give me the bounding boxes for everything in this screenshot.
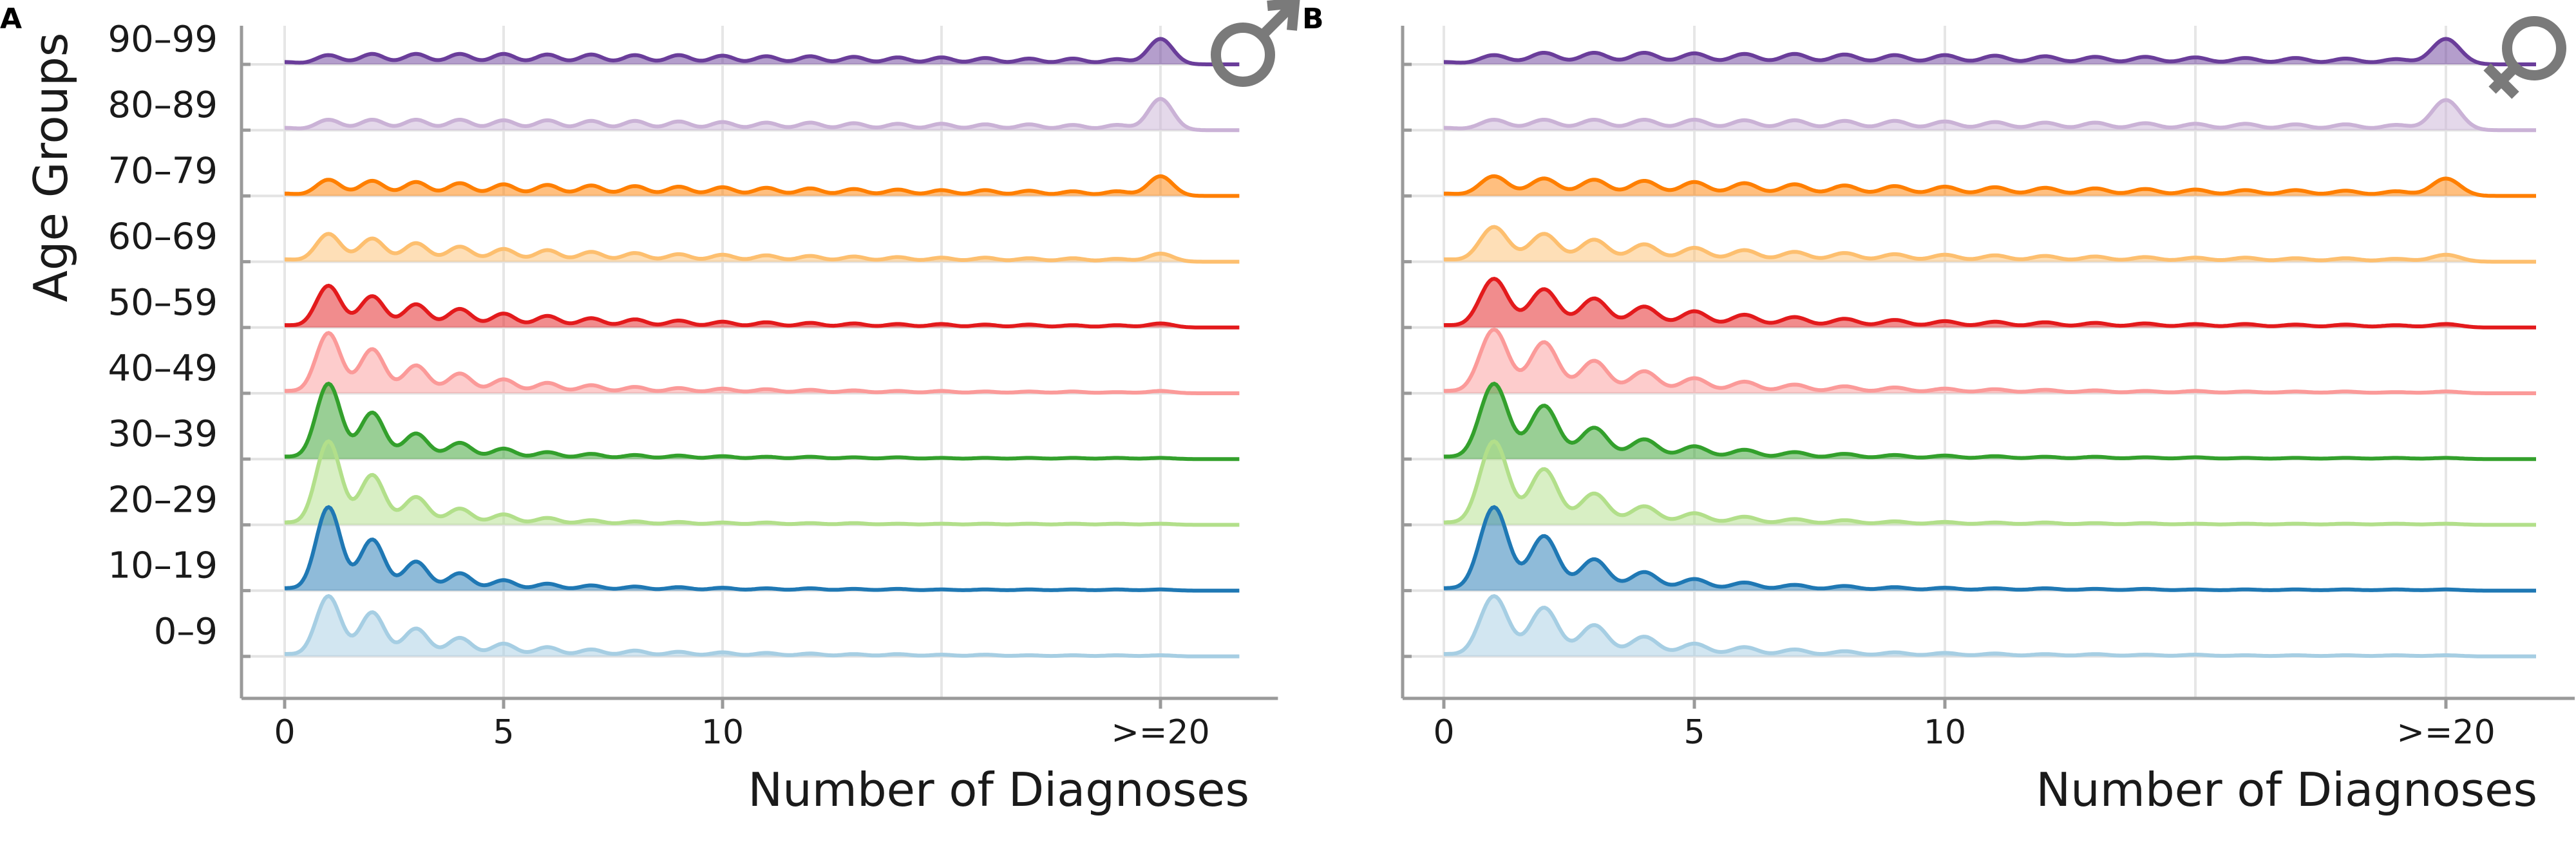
ridge-0–9	[285, 593, 1240, 658]
ridge-line	[1444, 327, 2536, 395]
ridge-area	[285, 441, 1240, 525]
ridge-70–79	[1443, 174, 2536, 198]
x-ticks: 0 5 10 >=20	[1433, 698, 2496, 752]
x-tick-label: 10	[1924, 713, 1966, 752]
age-group-label: 0–9	[154, 611, 218, 653]
ridge-area	[285, 285, 1240, 328]
ridge-line	[285, 593, 1240, 658]
panel-letter: B	[1302, 3, 1324, 35]
ridge-50–59	[1443, 277, 2536, 330]
ridge-10–19	[284, 505, 1240, 593]
ridge-line	[285, 97, 1240, 133]
ridge-20–29	[1443, 439, 2536, 527]
x-tick-label: 0	[1433, 713, 1454, 752]
ridge-60–69	[1444, 225, 2536, 264]
ridge-50–59	[285, 283, 1240, 330]
ridge-0–9	[1444, 593, 2536, 658]
ridge-area	[285, 98, 1240, 131]
axes	[1401, 26, 2575, 700]
x-tick-label: 5	[1683, 713, 1705, 752]
x-tick-label: >=20	[1111, 713, 1209, 752]
ridge-area	[285, 333, 1240, 393]
ridge-area	[1444, 384, 2536, 460]
ridge-line	[285, 232, 1240, 264]
ridge-area	[1444, 279, 2536, 328]
ridge-line	[1444, 225, 2536, 264]
ridge-line	[1444, 37, 2536, 66]
ridge-70–79	[285, 174, 1240, 198]
ridge-area	[1444, 441, 2536, 525]
ridge-10–19	[1443, 505, 2536, 593]
ridge-area	[285, 39, 1240, 64]
ridge-area	[1444, 227, 2536, 262]
ridge-line	[1444, 593, 2536, 658]
x-tick-label: 0	[274, 713, 295, 752]
ridge-90–99	[285, 37, 1240, 66]
axes	[240, 26, 1278, 700]
ridge-line	[284, 381, 1240, 462]
ridges	[284, 37, 1240, 658]
x-tick-label: >=20	[2396, 713, 2495, 752]
row-baselines	[242, 63, 1240, 658]
ridge-line	[1443, 277, 2536, 330]
ridge-area	[285, 384, 1240, 460]
x-tick-label: 10	[701, 713, 744, 752]
age-group-label: 10–19	[108, 545, 218, 587]
ridge-area	[1444, 329, 2536, 393]
panel-male: A Age Groups 90–99 80–89 70–79 60–69 50–59 40…	[0, 0, 1300, 817]
age-group-label: 80–89	[108, 84, 218, 126]
ridge-area	[285, 176, 1240, 196]
age-group-label: 70–79	[108, 150, 218, 192]
x-ticks: 0 5 10 >=20	[274, 698, 1210, 752]
age-group-label: 20–29	[108, 479, 218, 521]
ridge-area	[285, 507, 1240, 591]
row-baselines	[1403, 63, 2537, 658]
ridge-line	[1443, 174, 2536, 198]
age-group-label: 90–99	[108, 19, 218, 61]
ridge-40–49	[1444, 327, 2536, 395]
y-axis-title: Age Groups	[24, 33, 78, 303]
x-axis-title: Number of Diagnoses	[748, 763, 1249, 817]
ridge-line	[285, 283, 1240, 330]
male-symbol-icon	[1211, 0, 1300, 87]
ridge-line	[285, 37, 1240, 66]
ridge-area	[1444, 39, 2536, 64]
x-tick-label: 5	[493, 713, 514, 752]
ridge-area	[1444, 596, 2536, 657]
x-axis-title: Number of Diagnoses	[2036, 763, 2537, 817]
ridge-line	[1443, 381, 2536, 462]
ridge-line	[1444, 98, 2536, 133]
ridge-80–89	[285, 97, 1240, 133]
ridge-90–99	[1444, 37, 2536, 66]
age-group-label: 60–69	[108, 216, 218, 258]
ridge-40–49	[285, 331, 1240, 395]
ridge-30–39	[1443, 381, 2536, 462]
ridge-area	[1444, 100, 2536, 131]
ridge-line	[1443, 439, 2536, 527]
ridge-area	[1444, 507, 2536, 591]
panel-letter: A	[0, 3, 22, 35]
ridge-line	[285, 174, 1240, 198]
ridge-line	[1443, 505, 2536, 593]
ridges	[1443, 37, 2536, 658]
ridge-30–39	[284, 381, 1240, 462]
ridge-line	[285, 331, 1240, 395]
age-group-label: 30–39	[108, 413, 218, 455]
ridge-60–69	[285, 232, 1240, 264]
ridge-line	[284, 505, 1240, 593]
ridge-area	[285, 596, 1240, 657]
age-group-labels: 90–99 80–89 70–79 60–69 50–59 40–49 30–39 20–29…	[108, 19, 218, 653]
female-symbol-icon	[2483, 16, 2566, 99]
age-group-label: 40–49	[108, 348, 218, 389]
panel-female: B 0 5 10 >=20 Number of Diagnoses	[1302, 3, 2575, 817]
ridge-line	[284, 439, 1240, 527]
ridge-80–89	[1444, 98, 2536, 133]
age-group-label: 50–59	[108, 282, 218, 324]
ridge-20–29	[284, 439, 1240, 527]
